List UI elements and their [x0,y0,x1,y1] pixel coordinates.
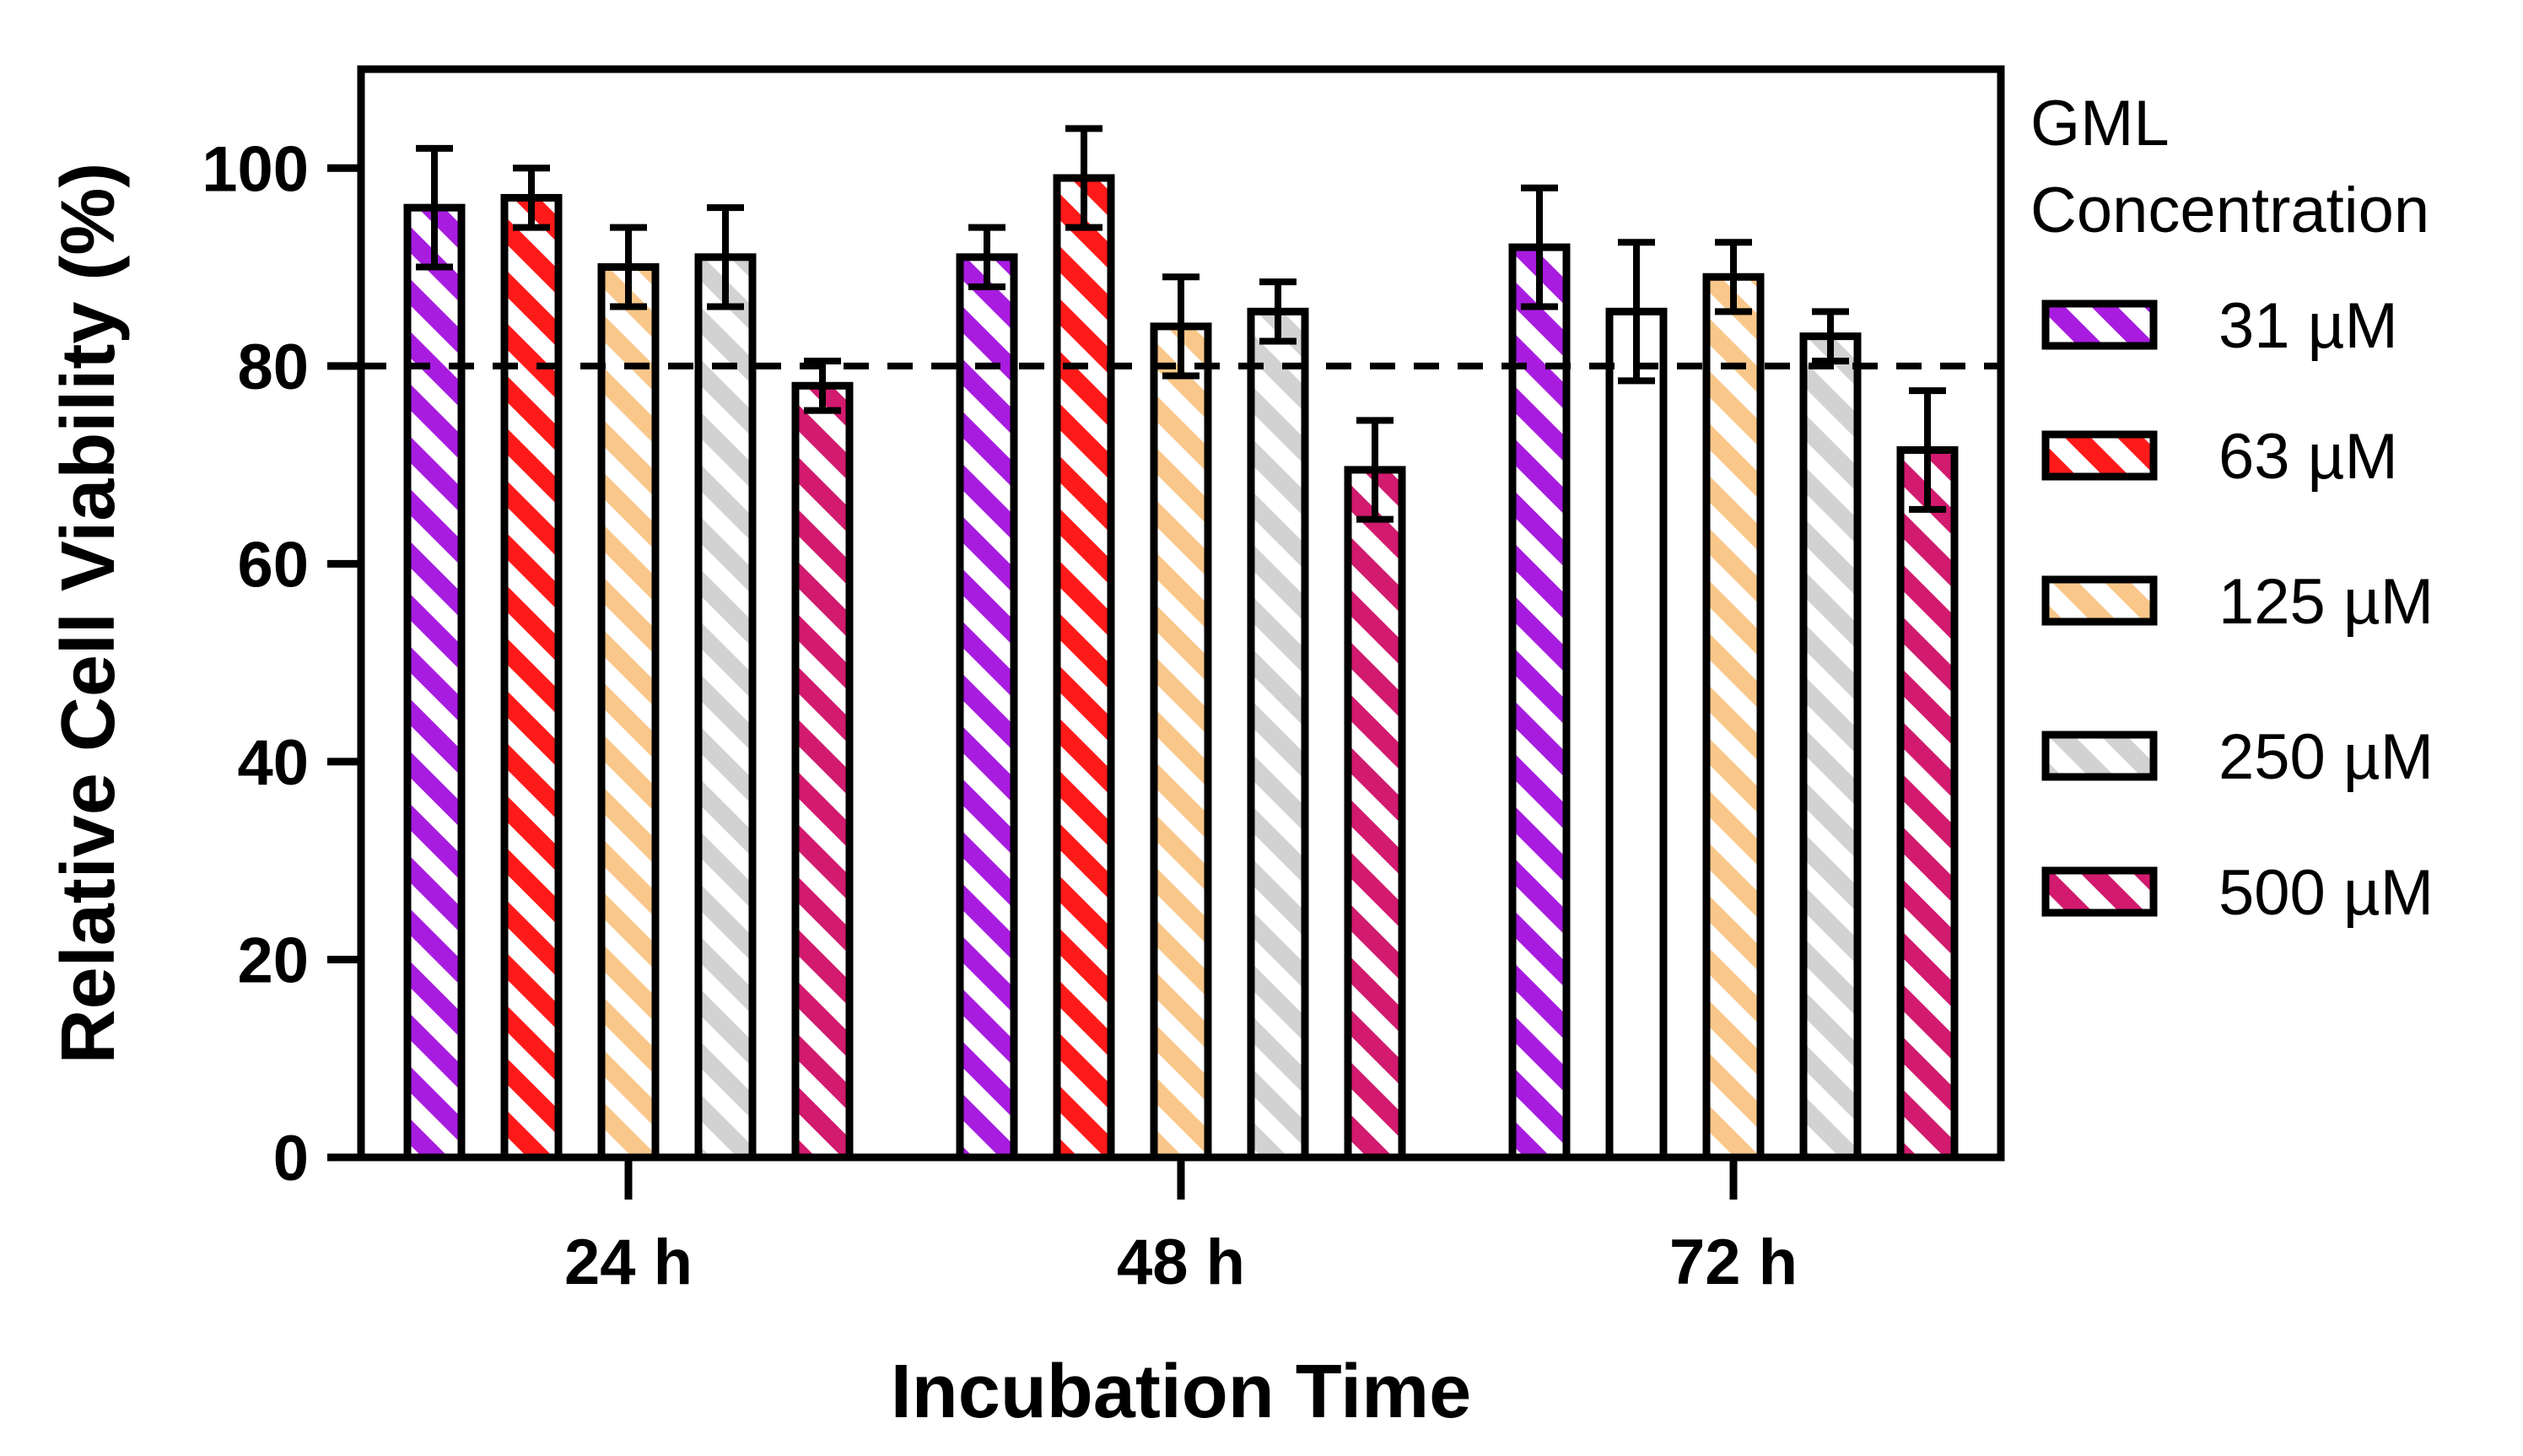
error-bar [610,224,647,310]
legend-item: 250 µM [2041,721,2434,793]
bar [1344,466,1406,1162]
legend-item: 125 µM [2041,566,2434,638]
bar [1799,332,1862,1162]
y-tick-label: 0 [273,1123,309,1194]
error-bar [1521,184,1558,310]
bar [1247,307,1309,1162]
y-tick-label: 40 [237,727,309,799]
bar [1605,307,1668,1162]
legend-title: GML [2030,88,2170,159]
x-tick-label: 24 h [564,1227,693,1298]
bar [1150,322,1212,1162]
legend-label: 125 µM [2218,566,2434,638]
legend-item: 63 µM [2041,421,2398,493]
x-axis-title: Incubation Time [891,1350,1471,1434]
x-tick-label: 72 h [1669,1227,1798,1298]
error-bar [513,164,550,231]
bar [1702,272,1765,1162]
y-tick-label: 60 [237,529,309,601]
error-bar [1065,125,1102,231]
bar [956,253,1018,1162]
legend-swatch [2041,731,2158,781]
bar [791,381,854,1162]
bar [1508,243,1571,1162]
error-bar [1162,273,1200,380]
error-bar [1909,387,1946,513]
legend-item: 500 µM [2041,857,2434,929]
y-axis-title: Relative Cell Viability (%) [46,163,131,1065]
y-tick-label: 100 [202,133,309,205]
error-bar [1812,308,1849,364]
legend-label: 250 µM [2218,721,2434,793]
bar [1896,446,1959,1162]
legend-label: 63 µM [2218,421,2398,493]
legend-swatch [2041,430,2158,481]
error-bar [416,144,453,271]
bar [1053,174,1115,1162]
bar [500,193,563,1162]
bar [694,253,757,1162]
legend-label: 31 µM [2218,290,2398,362]
x-tick-label: 48 h [1117,1227,1245,1298]
error-bar [968,224,1005,290]
legend-item: 31 µM [2041,290,2398,362]
legend-title-line2: Concentration [2030,175,2429,246]
bar [403,203,466,1162]
legend-swatch [2041,575,2158,626]
legend-label: 500 µM [2218,857,2434,929]
y-tick-label: 80 [237,332,309,403]
y-tick-label: 20 [237,925,309,996]
bar [597,263,660,1162]
error-bar [1356,417,1394,523]
legend-swatch [2041,866,2158,917]
error-bar [1259,278,1297,345]
error-bar [707,204,744,310]
legend-swatch [2041,299,2158,350]
error-bar [1618,239,1655,385]
error-bar [1715,239,1752,315]
